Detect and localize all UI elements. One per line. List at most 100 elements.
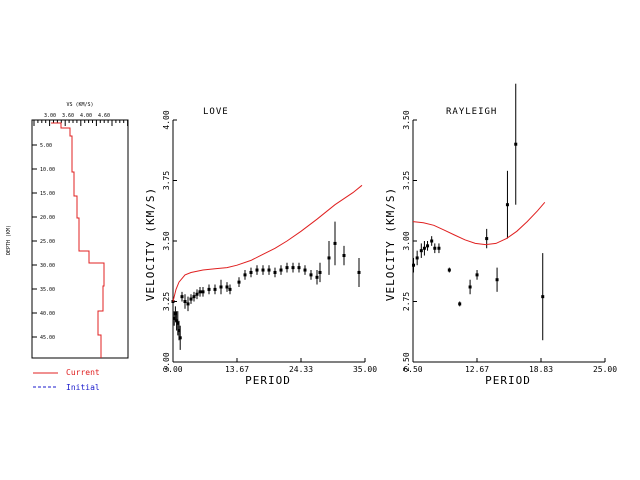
profile-y-tick-label: 40.00 [40,311,55,317]
rayleigh-data-point [430,239,434,243]
love-ylabel: VELOCITY (KM/S) [144,187,157,301]
love-data-point [285,266,289,270]
love-chart: LOVE PERIOD VELOCITY (KM/S) 3.00 13.67 24.… [144,107,377,387]
rayleigh-y-ticks: 2.50 2.75 3.00 3.25 3.50 [402,110,417,372]
love-data-point [175,319,179,323]
love-x-ticks: 3.00 13.67 24.33 35.00 [163,358,377,374]
rayleigh-data-point [433,246,437,250]
profile-y-tick-label: 45.00 [40,335,55,341]
love-y-tick-label: 3.75 [162,171,171,190]
love-data-point [178,336,182,340]
love-data-point [255,268,259,272]
love-xlabel: PERIOD [245,374,291,387]
rayleigh-data-point [458,302,462,306]
profile-x-tick-label: 3.00 [44,113,56,119]
rayleigh-y-tick-label: 3.25 [402,171,411,190]
love-data-point [201,290,205,294]
legend: Current Initial [33,368,100,392]
love-predicted-curve [172,184,363,302]
rayleigh-observed-series [412,83,545,341]
rayleigh-predicted-curve [412,201,546,246]
profile-y-tick-label: 15.00 [40,191,55,197]
love-data-point [249,270,253,274]
love-data-point [183,300,187,303]
love-title: LOVE [203,107,229,117]
profile-title: VS (KM/S) [66,102,93,108]
rayleigh-data-point [447,268,451,272]
rayleigh-data-point [437,246,441,250]
love-y-tick-label: 4.00 [162,110,171,129]
love-data-point [207,287,211,291]
rayleigh-data-point [412,263,416,267]
love-data-point [225,285,229,289]
love-data-point [186,302,190,306]
rayleigh-y-tick-label: 2.75 [402,292,411,311]
love-y-tick-label: 3.25 [162,292,171,311]
rayleigh-data-point [514,142,518,146]
love-data-point [177,329,181,333]
profile-x-ticks: 3.00 3.60 4.00 4.60 [33,113,129,126]
love-y-ticks: 3.00 3.25 3.50 3.75 4.00 [162,110,177,372]
love-data-point [213,287,217,291]
love-data-point [237,280,241,284]
rayleigh-data-point [422,246,426,250]
love-data-point [333,241,337,245]
profile-y-tick-label: 20.00 [40,215,55,221]
rayleigh-data-point [475,273,479,277]
rayleigh-data-point [468,285,472,289]
love-x-tick-label: 24.33 [289,365,313,374]
profile-y-tick-label: 25.00 [40,239,55,245]
love-data-point [291,266,295,270]
rayleigh-y-tick-label: 3.00 [402,231,411,250]
love-observed-series [171,221,361,350]
rayleigh-x-ticks: 6.50 12.67 18.83 25.00 [403,358,617,374]
rayleigh-y-tick-label: 2.50 [402,352,411,371]
profile-y-tick-label: 10.00 [40,167,55,173]
rayleigh-x-tick-label: 18.83 [529,365,553,374]
profile-current-line [51,122,105,358]
love-data-point [279,268,283,272]
rayleigh-data-point [485,237,489,241]
legend-current-label: Current [66,368,100,377]
rayleigh-ylabel: VELOCITY (KM/S) [384,187,397,301]
love-data-point [327,256,331,260]
rayleigh-y-tick-label: 3.50 [402,110,411,129]
love-data-point [173,312,177,316]
love-data-point [192,295,196,299]
love-data-point [315,275,319,279]
rayleigh-data-point [505,203,509,207]
love-data-point [243,273,247,277]
profile-panel: VS (KM/S) 3.00 3.60 4.00 4.60 5.00 10.00 15.0… [6,102,129,359]
love-data-point [219,285,223,289]
profile-x-tick-label: 3.60 [62,113,74,119]
legend-initial-label: Initial [66,383,100,392]
rayleigh-x-tick-label: 6.50 [403,365,422,374]
rayleigh-data-point [419,249,423,253]
rayleigh-data-point [426,244,430,248]
love-data-point [267,268,271,272]
profile-y-tick-label: 30.00 [40,263,55,269]
profile-ylabel: DEPTH (KM) [6,225,12,255]
love-x-tick-label: 3.00 [163,365,182,374]
love-data-point [172,316,176,320]
love-x-tick-label: 35.00 [353,365,377,374]
rayleigh-title: RAYLEIGH [446,107,497,117]
love-data-point [303,268,307,272]
profile-y-tick-label: 5.00 [40,143,52,149]
rayleigh-x-tick-label: 12.67 [465,365,489,374]
love-data-point [318,270,322,274]
profile-frame [31,119,129,359]
rayleigh-x-tick-label: 25.00 [593,365,617,374]
love-x-tick-label: 13.67 [225,365,249,374]
rayleigh-data-point [541,295,545,299]
rayleigh-chart: RAYLEIGH PERIOD VELOCITY (KM/S) 6.50 12.6… [384,83,617,387]
love-data-point [189,297,193,301]
love-data-point [273,270,277,274]
love-data-point [195,292,199,296]
profile-x-tick-label: 4.60 [98,113,110,119]
love-data-point [180,295,184,299]
love-data-point [357,270,361,274]
profile-y-tick-label: 35.00 [40,287,55,293]
love-data-point [198,290,202,294]
